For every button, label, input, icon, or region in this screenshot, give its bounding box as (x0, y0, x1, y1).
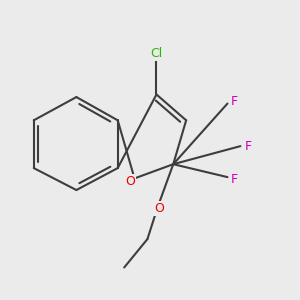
Text: F: F (231, 95, 238, 108)
Text: O: O (125, 175, 135, 188)
Text: O: O (154, 202, 164, 215)
Text: F: F (231, 172, 238, 186)
Text: F: F (244, 140, 252, 153)
Text: Cl: Cl (150, 47, 163, 60)
